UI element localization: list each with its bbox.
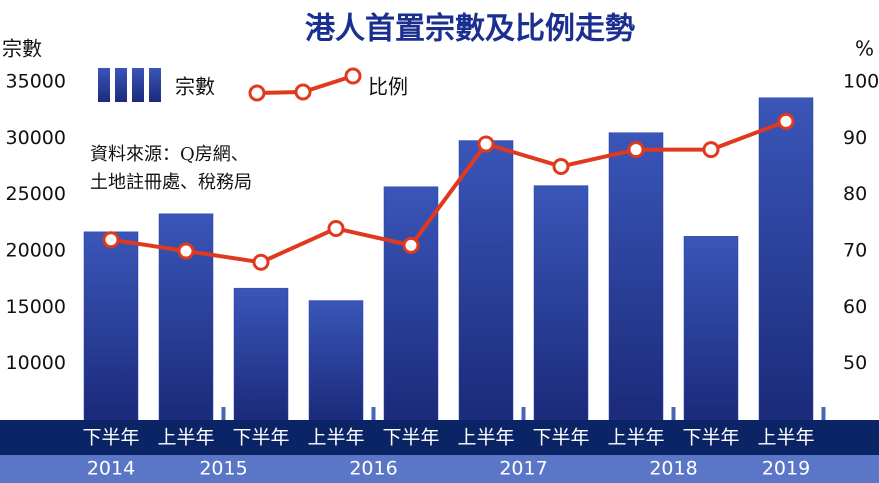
marker	[702, 141, 720, 159]
y2-tick-label: 70	[843, 239, 867, 261]
x-tick-label: 下半年	[682, 427, 739, 449]
y2-tick-label: 100	[843, 70, 879, 92]
marker	[252, 253, 270, 271]
bar	[608, 132, 664, 421]
legend-label: 宗數	[175, 75, 215, 99]
y2-tick-label: 60	[843, 296, 867, 318]
marker	[327, 219, 345, 237]
bar	[458, 140, 514, 421]
y-tick-label: 20000	[6, 239, 66, 261]
bar	[83, 231, 139, 421]
category-band	[0, 420, 879, 455]
year-label: 2018	[649, 458, 697, 480]
year-label: 2016	[349, 458, 397, 480]
separator	[821, 407, 826, 420]
separator	[671, 407, 676, 420]
bar	[383, 186, 439, 421]
legend-icon	[294, 83, 312, 101]
legend-label: 比例	[368, 75, 408, 99]
legend: 宗數 比例	[98, 67, 408, 102]
marker	[102, 231, 120, 249]
marker	[177, 242, 195, 260]
y2-tick-label: 50	[843, 352, 867, 374]
legend-icon	[248, 84, 266, 102]
x-tick-label: 上半年	[607, 427, 664, 449]
y-axis-label: 宗數	[2, 37, 42, 61]
bar	[308, 300, 364, 421]
x-tick-label: 下半年	[532, 427, 589, 449]
y2-axis-label: %	[855, 37, 874, 61]
legend-icon	[115, 68, 127, 102]
chart-title: 港人首置宗數及比例走勢	[305, 12, 635, 47]
x-tick-label: 上半年	[307, 427, 364, 449]
annotation: 土地註冊處、稅務局	[90, 172, 252, 193]
legend-icon	[344, 67, 362, 85]
annotation: 資料來源：Q房網、	[90, 144, 249, 165]
legend-icon	[98, 68, 110, 102]
marker	[402, 236, 420, 254]
y2-tick-label: 90	[843, 127, 867, 149]
year-label: 2017	[499, 458, 547, 480]
x-tick-label: 上半年	[457, 427, 514, 449]
separator	[221, 407, 226, 420]
y-tick-label: 10000	[6, 352, 66, 374]
separator	[371, 407, 376, 420]
x-tick-label: 下半年	[382, 427, 439, 449]
marker	[777, 112, 795, 130]
year-band	[0, 455, 879, 483]
x-tick-label: 上半年	[157, 427, 214, 449]
y-tick-label: 15000	[6, 296, 66, 318]
year-label: 2015	[199, 458, 247, 480]
marker	[552, 157, 570, 175]
legend-icon	[149, 68, 161, 102]
year-label: 2014	[87, 458, 135, 480]
separator	[521, 407, 526, 420]
bar	[533, 185, 589, 421]
x-tick-label: 上半年	[757, 427, 814, 449]
x-tick-label: 下半年	[232, 427, 289, 449]
legend-icon	[132, 68, 144, 102]
bars	[83, 97, 814, 421]
year-label: 2019	[762, 458, 810, 480]
marker	[477, 135, 495, 153]
x-tick-label: 下半年	[82, 427, 139, 449]
marker	[627, 141, 645, 159]
y-tick-label: 25000	[6, 183, 66, 205]
y-tick-label: 35000	[6, 70, 66, 92]
y-tick-label: 30000	[6, 127, 66, 149]
bar	[233, 287, 289, 421]
bar	[758, 97, 814, 421]
y2-tick-label: 80	[843, 183, 867, 205]
bar	[683, 236, 739, 421]
line	[110, 119, 787, 265]
